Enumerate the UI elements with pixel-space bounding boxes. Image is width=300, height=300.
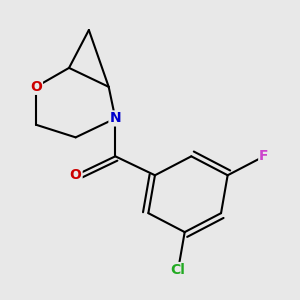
Text: O: O bbox=[30, 80, 42, 94]
Text: F: F bbox=[259, 149, 269, 163]
Text: Cl: Cl bbox=[171, 263, 185, 277]
Text: N: N bbox=[110, 111, 121, 125]
Text: O: O bbox=[70, 168, 82, 182]
